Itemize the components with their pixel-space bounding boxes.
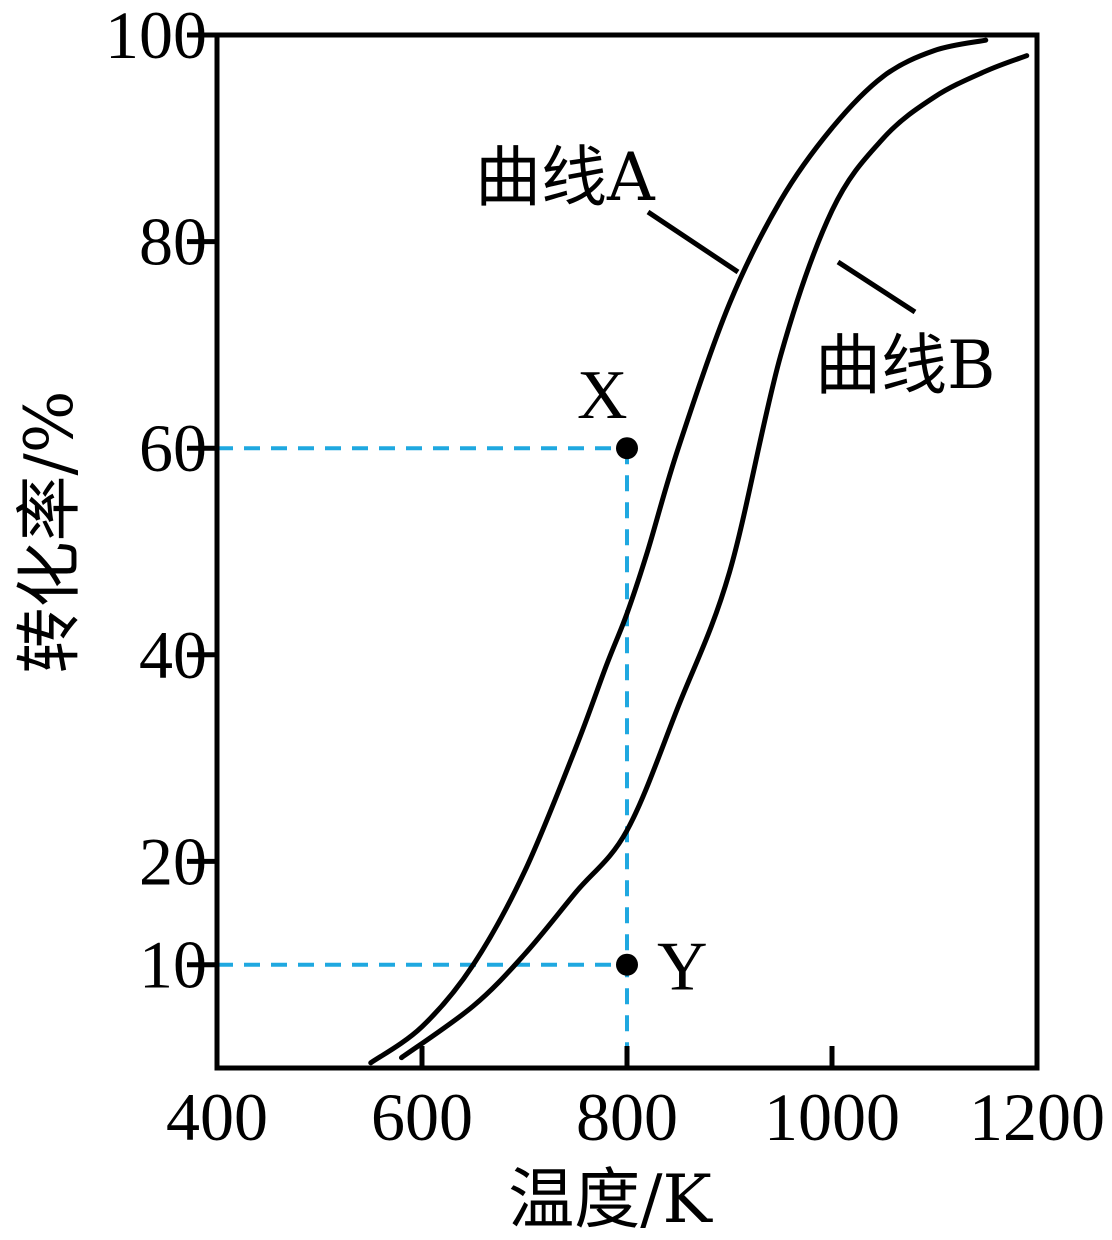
point-label-Y: Y: [657, 929, 708, 1006]
series-line-b: [399, 53, 1030, 1061]
curve-b-leader: [836, 259, 917, 315]
y-tick-label-100: 100: [105, 0, 207, 73]
curves: [368, 37, 1030, 1066]
curve-a-leader: [646, 209, 740, 275]
x-tick-label-800: 800: [576, 1079, 678, 1155]
curve-a-label: 曲线A: [475, 139, 656, 216]
y-tick-label-40: 40: [139, 617, 207, 693]
point-Y: [616, 953, 638, 976]
curve-b-label: 曲线B: [815, 327, 996, 404]
leader-lines: [646, 209, 917, 315]
x-ticks: 400 600 800 1000 1200: [166, 1046, 1105, 1155]
series-line-a: [368, 37, 989, 1066]
y-tick-label-10: 10: [139, 927, 207, 1003]
x-tick-label-1200: 1200: [969, 1079, 1105, 1155]
y-ticks: 10 20 40 60 80 100: [105, 0, 217, 1003]
y-tick-label-20: 20: [139, 823, 207, 899]
y-tick-label-80: 80: [139, 204, 207, 280]
point-X: [616, 437, 638, 460]
x-tick-label-1000: 1000: [764, 1079, 900, 1155]
y-axis-label: 转化率/%: [11, 391, 88, 674]
point-label-X: X: [577, 357, 628, 434]
y-tick-label-60: 60: [139, 410, 207, 486]
x-tick-label-400: 400: [166, 1079, 268, 1155]
x-axis-label: 温度/K: [508, 1161, 713, 1238]
data-points: XY: [577, 357, 708, 1006]
x-tick-label-600: 600: [371, 1079, 473, 1155]
guide-lines: [217, 446, 629, 1068]
